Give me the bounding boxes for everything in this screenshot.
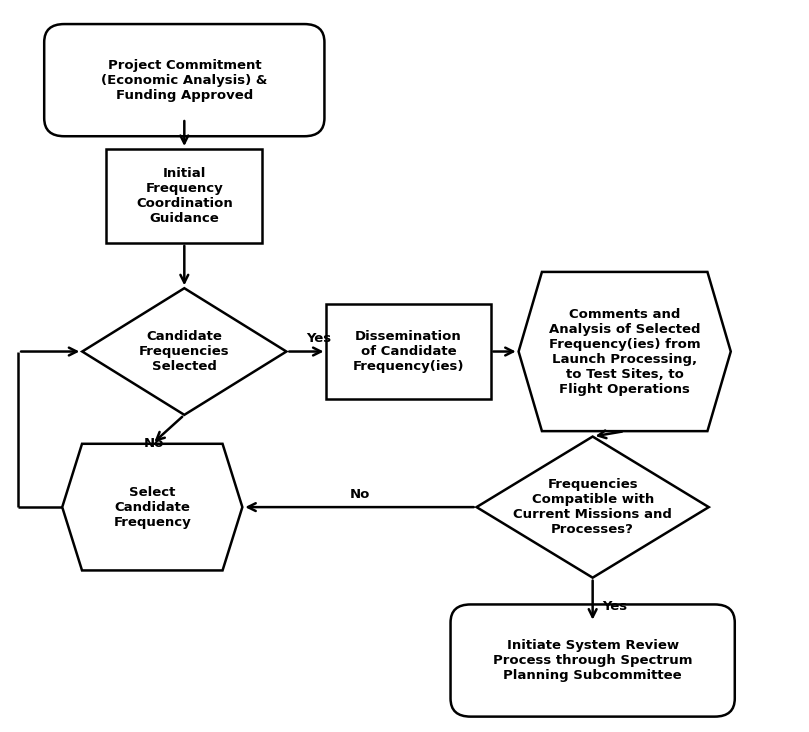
Text: Yes: Yes xyxy=(306,332,331,345)
Text: Yes: Yes xyxy=(603,600,628,613)
FancyBboxPatch shape xyxy=(44,24,324,136)
Text: Initial
Frequency
Coordination
Guidance: Initial Frequency Coordination Guidance xyxy=(136,167,233,225)
Text: Select
Candidate
Frequency: Select Candidate Frequency xyxy=(113,485,191,529)
Polygon shape xyxy=(62,444,243,570)
Bar xyxy=(327,305,490,398)
Text: Comments and
Analysis of Selected
Frequency(ies) from
Launch Processing,
to Test: Comments and Analysis of Selected Freque… xyxy=(549,307,701,395)
Text: Initiate System Review
Process through Spectrum
Planning Subcommittee: Initiate System Review Process through S… xyxy=(493,639,693,682)
Polygon shape xyxy=(477,436,709,578)
Text: Project Commitment
(Economic Analysis) &
Funding Approved: Project Commitment (Economic Analysis) &… xyxy=(101,59,268,102)
Text: Frequencies
Compatible with
Current Missions and
Processes?: Frequencies Compatible with Current Miss… xyxy=(513,478,672,536)
Text: Dissemination
of Candidate
Frequency(ies): Dissemination of Candidate Frequency(ies… xyxy=(353,330,464,373)
Text: Candidate
Frequencies
Selected: Candidate Frequencies Selected xyxy=(139,330,230,373)
Text: No: No xyxy=(144,437,164,450)
FancyBboxPatch shape xyxy=(451,605,735,717)
Polygon shape xyxy=(519,272,731,431)
Text: No: No xyxy=(349,488,370,501)
Bar xyxy=(106,149,262,243)
Polygon shape xyxy=(83,288,286,415)
